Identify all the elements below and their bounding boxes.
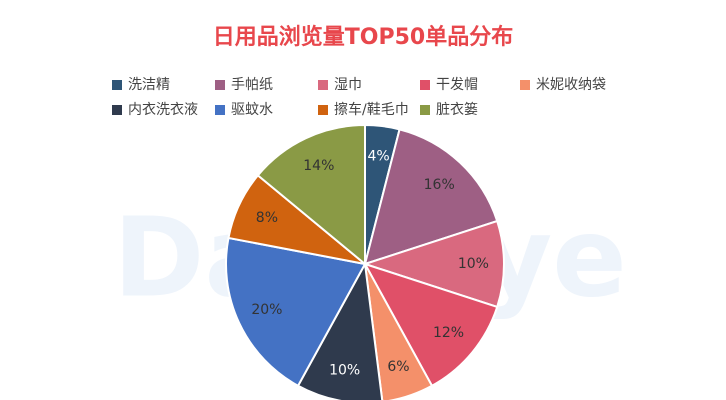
data-label: 4% [367, 148, 389, 164]
legend-label: 干发帽 [436, 77, 478, 93]
pie-slice [225, 236, 367, 388]
data-label: 12% [433, 325, 464, 341]
legend-swatch [420, 80, 430, 90]
data-label: 10% [329, 362, 360, 378]
data-label: 16% [424, 177, 455, 193]
legend-label: 脏衣篓 [436, 102, 478, 118]
legend-swatch [215, 105, 225, 115]
pie-slice [362, 262, 499, 388]
pie-slice [361, 219, 505, 309]
data-label: 14% [303, 158, 334, 174]
pie-slice [256, 123, 366, 267]
legend-swatch [318, 80, 328, 90]
legend-swatch [520, 80, 530, 90]
legend-swatch [215, 80, 225, 90]
legend-swatch [112, 80, 122, 90]
legend-swatch [112, 105, 122, 115]
legend-label: 擦车/鞋毛巾 [334, 101, 409, 118]
legend-label: 手帕纸 [231, 77, 273, 93]
data-label: 10% [458, 256, 489, 272]
legend-label: 湿巾 [334, 77, 362, 93]
pie-slice [296, 260, 384, 400]
data-label: 20% [251, 302, 282, 318]
chart-title: 日用品浏览量TOP50单品分布 [213, 24, 513, 50]
legend-label: 驱蚊水 [231, 102, 273, 118]
legend-label: 洗洁精 [128, 77, 170, 93]
data-label: 6% [387, 359, 409, 375]
legend-swatch [420, 105, 430, 115]
legend-label: 米妮收纳袋 [536, 77, 606, 93]
data-label: 8% [256, 210, 278, 226]
pie-slice [364, 263, 434, 400]
legend-label: 内衣洗衣液 [128, 102, 198, 118]
pie-slice [363, 128, 499, 266]
legend-swatch [318, 105, 328, 115]
